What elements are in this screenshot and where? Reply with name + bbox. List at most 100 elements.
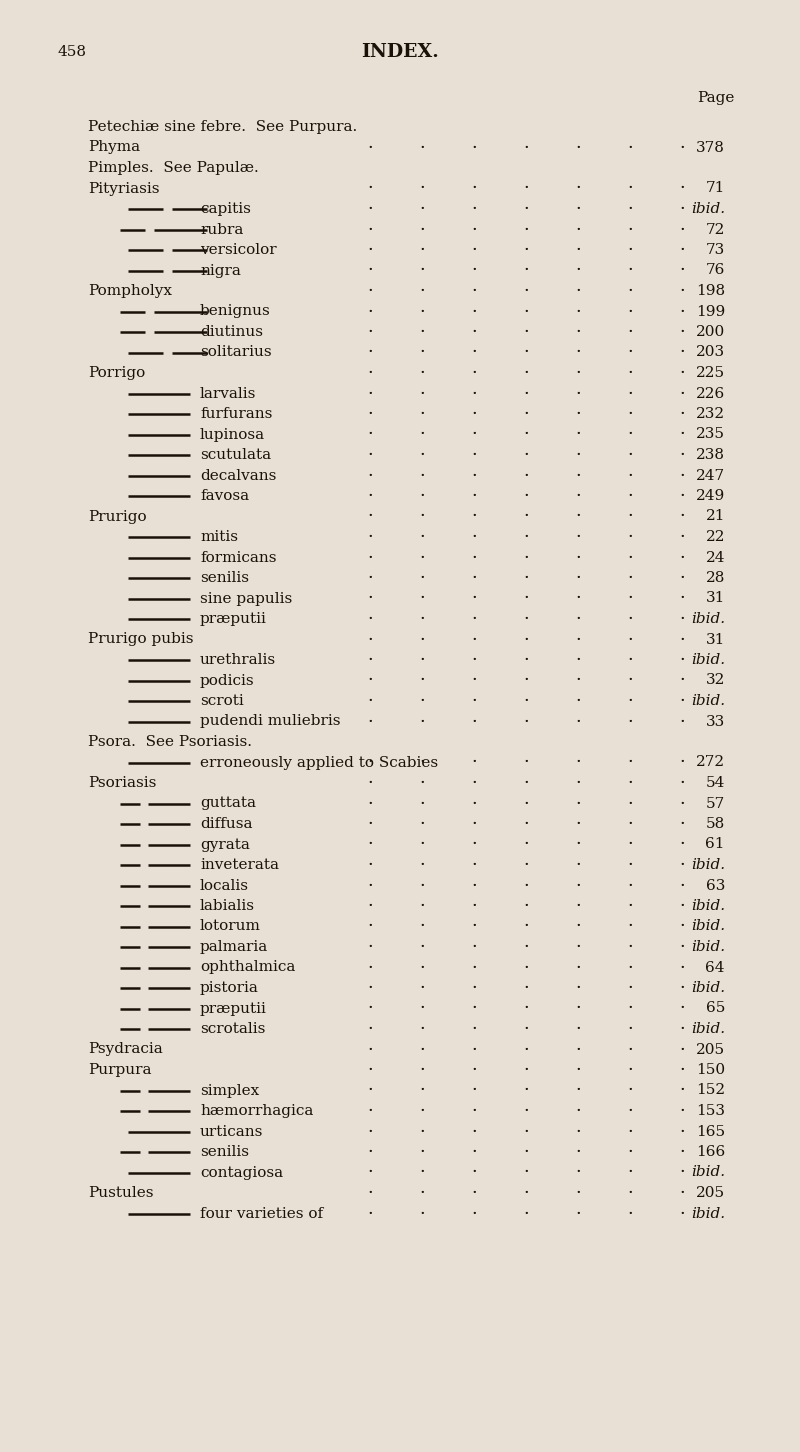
Text: ·: · — [627, 1061, 633, 1079]
Text: ·: · — [523, 650, 529, 669]
Text: ·: · — [575, 713, 581, 730]
Text: ·: · — [419, 466, 425, 485]
Text: senilis: senilis — [200, 1146, 249, 1159]
Text: ibid.: ibid. — [691, 1166, 725, 1179]
Text: ·: · — [367, 138, 373, 157]
Text: ·: · — [419, 200, 425, 218]
Text: ·: · — [471, 1082, 477, 1099]
Text: ·: · — [575, 425, 581, 443]
Text: ·: · — [419, 1082, 425, 1099]
Text: ·: · — [419, 693, 425, 710]
Text: ·: · — [679, 1041, 685, 1059]
Text: ·: · — [367, 569, 373, 587]
Text: Page: Page — [698, 91, 735, 105]
Text: gyrata: gyrata — [200, 838, 250, 851]
Text: ·: · — [367, 1082, 373, 1099]
Text: ·: · — [471, 1183, 477, 1202]
Text: ·: · — [575, 835, 581, 854]
Text: ·: · — [627, 630, 633, 649]
Text: ·: · — [471, 1122, 477, 1140]
Text: 249: 249 — [696, 489, 725, 502]
Text: ·: · — [575, 938, 581, 955]
Text: ·: · — [575, 466, 581, 485]
Text: ·: · — [523, 897, 529, 915]
Text: Porrigo: Porrigo — [88, 366, 146, 380]
Text: ·: · — [523, 302, 529, 321]
Text: ·: · — [367, 693, 373, 710]
Text: ·: · — [575, 446, 581, 465]
Text: ibid.: ibid. — [691, 653, 725, 666]
Text: 165: 165 — [696, 1124, 725, 1138]
Text: 24: 24 — [706, 550, 725, 565]
Text: ·: · — [679, 446, 685, 465]
Text: ·: · — [523, 1041, 529, 1059]
Text: larvalis: larvalis — [200, 386, 256, 401]
Text: sine papulis: sine papulis — [200, 591, 292, 605]
Text: 225: 225 — [696, 366, 725, 380]
Text: ·: · — [627, 549, 633, 566]
Text: ·: · — [575, 857, 581, 874]
Text: ·: · — [367, 999, 373, 1018]
Text: ·: · — [627, 1205, 633, 1223]
Text: ·: · — [679, 610, 685, 629]
Text: ·: · — [419, 508, 425, 526]
Text: 31: 31 — [706, 591, 725, 605]
Text: ·: · — [419, 322, 425, 341]
Text: ·: · — [419, 180, 425, 197]
Text: ·: · — [627, 302, 633, 321]
Text: ·: · — [471, 671, 477, 690]
Text: ·: · — [575, 1205, 581, 1223]
Text: ·: · — [471, 1102, 477, 1119]
Text: 150: 150 — [696, 1063, 725, 1077]
Text: ·: · — [627, 610, 633, 629]
Text: ·: · — [419, 1183, 425, 1202]
Text: ibid.: ibid. — [691, 939, 725, 954]
Text: præputii: præputii — [200, 611, 267, 626]
Text: ·: · — [575, 1143, 581, 1162]
Text: ibid.: ibid. — [691, 1022, 725, 1035]
Text: ·: · — [679, 835, 685, 854]
Text: ·: · — [419, 650, 425, 669]
Text: ·: · — [471, 877, 477, 894]
Text: ·: · — [575, 693, 581, 710]
Text: ·: · — [627, 446, 633, 465]
Text: ·: · — [627, 466, 633, 485]
Text: ·: · — [575, 1041, 581, 1059]
Text: ·: · — [367, 344, 373, 362]
Text: ·: · — [419, 1041, 425, 1059]
Text: ·: · — [627, 180, 633, 197]
Text: 33: 33 — [706, 714, 725, 729]
Text: podicis: podicis — [200, 674, 254, 687]
Text: ·: · — [471, 857, 477, 874]
Text: ·: · — [523, 364, 529, 382]
Text: ·: · — [367, 1205, 373, 1223]
Text: scroti: scroti — [200, 694, 244, 709]
Text: ·: · — [679, 650, 685, 669]
Text: ·: · — [627, 344, 633, 362]
Text: 71: 71 — [706, 182, 725, 196]
Text: ·: · — [367, 877, 373, 894]
Text: ·: · — [523, 138, 529, 157]
Text: 247: 247 — [696, 469, 725, 482]
Text: ·: · — [679, 364, 685, 382]
Text: ·: · — [679, 138, 685, 157]
Text: ·: · — [575, 1102, 581, 1119]
Text: ·: · — [419, 1143, 425, 1162]
Text: ·: · — [627, 794, 633, 813]
Text: ·: · — [471, 138, 477, 157]
Text: ·: · — [367, 446, 373, 465]
Text: ·: · — [367, 794, 373, 813]
Text: ·: · — [471, 1143, 477, 1162]
Text: ·: · — [471, 938, 477, 955]
Text: ·: · — [367, 508, 373, 526]
Text: ·: · — [523, 466, 529, 485]
Text: ·: · — [419, 999, 425, 1018]
Text: diffusa: diffusa — [200, 817, 253, 831]
Text: ·: · — [471, 713, 477, 730]
Text: pudendi muliebris: pudendi muliebris — [200, 714, 341, 729]
Text: ·: · — [575, 364, 581, 382]
Text: 205: 205 — [696, 1043, 725, 1057]
Text: simplex: simplex — [200, 1083, 259, 1098]
Text: Pompholyx: Pompholyx — [88, 285, 172, 298]
Text: 58: 58 — [706, 817, 725, 831]
